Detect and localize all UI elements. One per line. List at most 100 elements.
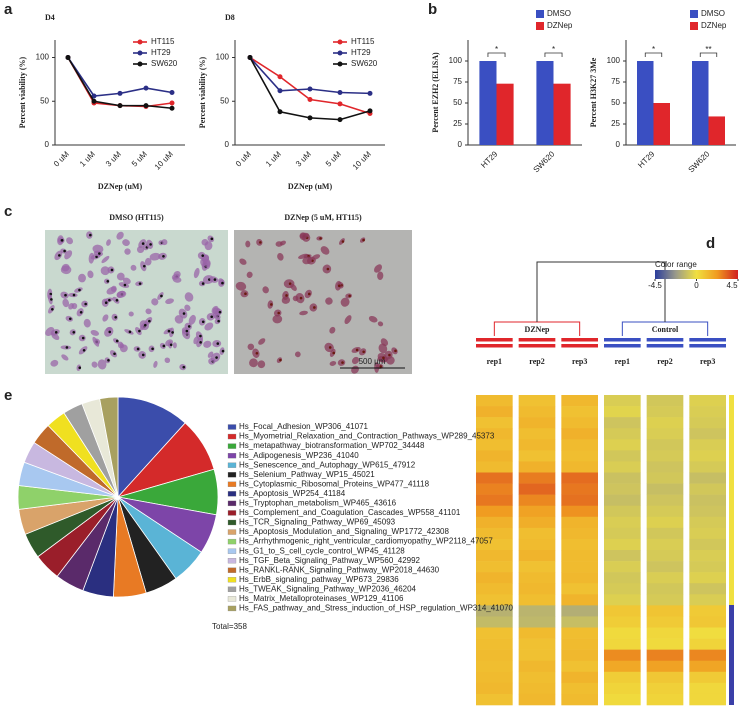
heatmap-cell <box>646 627 684 639</box>
cell <box>51 333 60 340</box>
cell <box>120 344 128 353</box>
cell <box>87 270 94 279</box>
nucleus <box>162 255 165 258</box>
y-tick-label: 100 <box>449 56 463 65</box>
heatmap-cell <box>518 693 556 706</box>
heatmap-cell <box>646 538 684 551</box>
group-bar <box>476 344 513 348</box>
group-bar <box>476 338 513 342</box>
nucleus <box>221 281 224 285</box>
heatmap-cell <box>646 516 684 529</box>
y-axis-label: Percent viability (%) <box>18 56 27 128</box>
heatmap-cell <box>604 660 641 673</box>
cell <box>62 298 70 308</box>
nucleus <box>98 252 101 255</box>
point <box>337 90 343 95</box>
heatmap-cell <box>646 693 684 706</box>
heatmap-cell <box>561 505 598 518</box>
point <box>277 109 283 115</box>
cell <box>246 271 253 279</box>
legend-swatch <box>227 605 237 612</box>
point <box>169 100 175 106</box>
x-tick-label: 10 uM <box>153 149 175 171</box>
point <box>367 108 373 114</box>
heatmap-cell <box>646 417 684 429</box>
heatmap-cell <box>561 572 598 584</box>
cell <box>368 315 378 323</box>
y-axis-label: Percent H3K27 3Me <box>589 57 598 127</box>
cell <box>149 252 161 261</box>
nucleus <box>171 331 174 334</box>
heatmap-cell <box>476 682 513 695</box>
cell <box>377 321 384 327</box>
heatmap-cell <box>646 395 684 407</box>
heatmap-cell <box>646 649 684 662</box>
heatmap-cell <box>604 505 641 518</box>
cell <box>377 271 384 280</box>
x-tick-label: 1 uM <box>78 149 97 168</box>
heatmap-cell <box>476 483 513 495</box>
nucleus <box>187 325 191 328</box>
nucleus <box>382 356 385 360</box>
heatmap-cell <box>646 483 684 495</box>
heatmap-cell <box>689 439 726 451</box>
legend-marker <box>337 50 343 56</box>
significance: * <box>495 45 498 54</box>
scale-bar-label: 500 µm <box>359 357 386 366</box>
heatmap-cell <box>561 439 598 451</box>
cell <box>299 310 308 316</box>
nucleus <box>84 302 87 306</box>
heatmap-cell <box>604 428 641 440</box>
group-bar <box>689 344 726 348</box>
point <box>169 90 175 95</box>
panel-label: a <box>4 1 13 18</box>
y-tick-label: 0 <box>616 140 621 149</box>
cell <box>91 361 98 368</box>
nucleus <box>143 323 147 327</box>
nucleus <box>201 282 205 285</box>
legend-label: Hs_Tryptophan_metabolism_WP465_43616 <box>239 499 397 508</box>
legend-swatch <box>227 538 237 545</box>
nucleus <box>136 347 140 351</box>
nucleus <box>107 358 110 362</box>
legend-swatch <box>227 586 237 592</box>
heatmap-cell <box>476 561 513 573</box>
nucleus <box>299 296 303 300</box>
heatmap-cell <box>689 583 726 595</box>
color-tick-label: -4.5 <box>648 281 662 290</box>
cell <box>90 329 99 336</box>
nucleus <box>216 342 220 345</box>
heatmap-cell <box>689 417 726 429</box>
legend-label: Hs_Myometrial_Relaxation_and_Contraction… <box>239 432 495 441</box>
color-scale-title: Color range <box>655 260 697 269</box>
x-tick-label: 3 uM <box>294 149 313 168</box>
nucleus <box>167 329 171 333</box>
heatmap-cell <box>604 439 641 451</box>
heatmap-cell <box>518 395 556 407</box>
heatmap-cell <box>689 627 726 639</box>
cell <box>130 264 137 271</box>
heatmap-cell <box>604 461 641 473</box>
nucleus <box>328 346 332 349</box>
nucleus <box>128 330 132 334</box>
heatmap-cell <box>689 450 726 462</box>
heatmap-cell <box>561 583 598 595</box>
nucleus <box>307 292 311 296</box>
nucleus <box>355 348 359 352</box>
heatmap-cell <box>689 516 726 529</box>
column-label: rep3 <box>700 357 715 366</box>
legend-label: HT29 <box>151 48 171 57</box>
cell <box>101 255 110 264</box>
point <box>91 98 97 104</box>
heatmap-cell <box>518 461 556 473</box>
nucleus <box>60 239 64 242</box>
x-tick-label: 1 uM <box>264 149 283 168</box>
heatmap-cell <box>476 583 513 595</box>
x-tick-label: SW620 <box>531 149 556 174</box>
y-tick-label: 0 <box>225 140 230 149</box>
heatmap-cell <box>646 616 684 628</box>
cell <box>203 340 212 348</box>
color-scale <box>655 270 738 279</box>
color-tick-label: 4.5 <box>726 281 738 290</box>
heatmap-cell <box>561 483 598 495</box>
